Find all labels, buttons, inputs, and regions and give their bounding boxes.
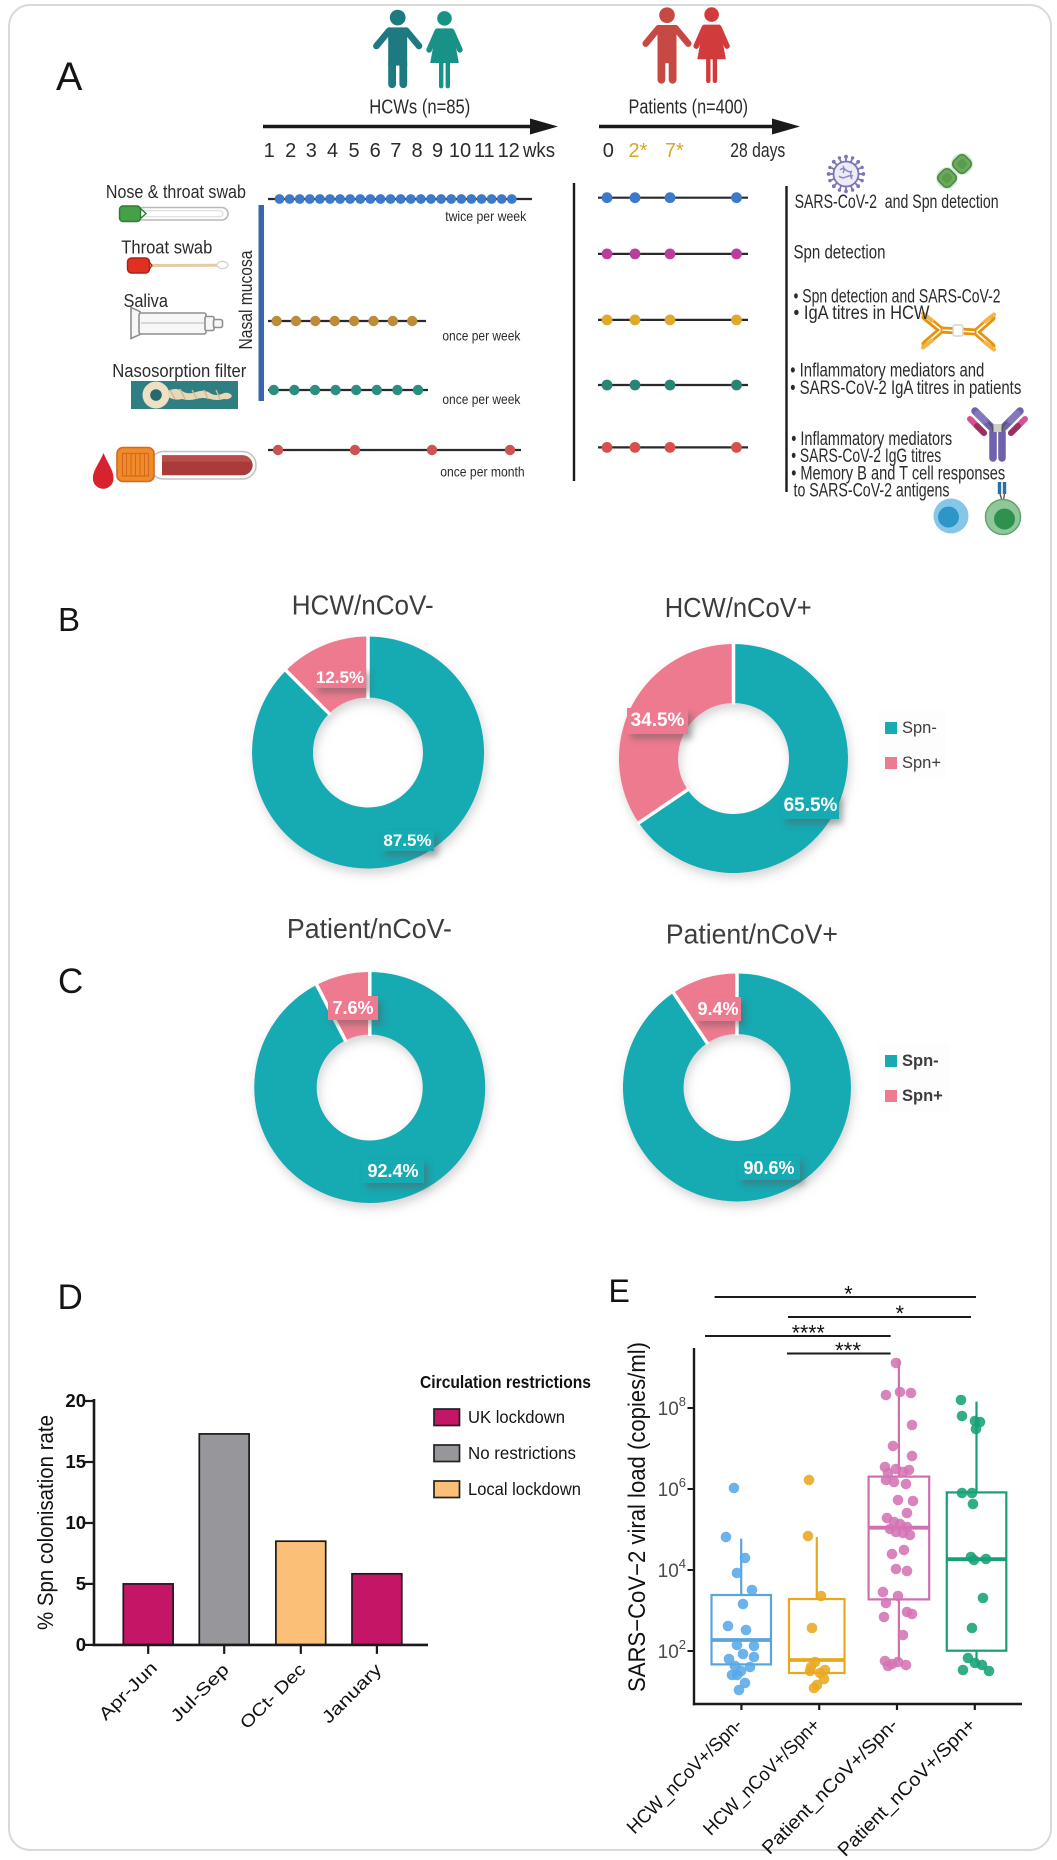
svg-text:UK lockdown: UK lockdown bbox=[468, 1407, 565, 1427]
svg-text:Jul-Sep: Jul-Sep bbox=[166, 1659, 232, 1725]
svg-text:12: 12 bbox=[498, 140, 520, 162]
svg-text:28 days: 28 days bbox=[730, 140, 785, 162]
svg-text:SARS-CoV-2 and Spn detection: SARS-CoV-2 and Spn detection bbox=[795, 192, 999, 213]
svg-text:• SARS-CoV-2 IgA titres in pat: • SARS-CoV-2 IgA titres in patients bbox=[790, 378, 1021, 399]
svg-text:102: 102 bbox=[658, 1637, 686, 1663]
svg-text:Patient/nCoV+: Patient/nCoV+ bbox=[666, 918, 838, 949]
svg-text:once per week: once per week bbox=[442, 392, 520, 407]
svg-text:Spn detection: Spn detection bbox=[794, 243, 886, 264]
svg-text:0: 0 bbox=[603, 140, 614, 162]
svg-text:5: 5 bbox=[76, 1573, 86, 1594]
svg-text:*: * bbox=[896, 1301, 905, 1326]
svg-text:****: **** bbox=[792, 1321, 825, 1346]
svg-text:• Spn detection and SARS-CoV-2: • Spn detection and SARS-CoV-2 bbox=[794, 286, 1001, 307]
svg-text:106: 106 bbox=[658, 1475, 686, 1501]
svg-text:10: 10 bbox=[65, 1512, 86, 1533]
svg-text:10: 10 bbox=[449, 140, 471, 162]
svg-text:4: 4 bbox=[327, 140, 338, 162]
svg-text:Apr-Jun: Apr-Jun bbox=[95, 1658, 161, 1724]
svg-text:5: 5 bbox=[348, 140, 359, 162]
svg-text:*: * bbox=[844, 1282, 853, 1307]
svg-text:7: 7 bbox=[390, 140, 401, 162]
svg-text:twice per week: twice per week bbox=[445, 209, 526, 224]
svg-text:6: 6 bbox=[370, 140, 381, 162]
svg-text:0: 0 bbox=[76, 1634, 86, 1655]
svg-text:wks: wks bbox=[522, 140, 555, 162]
svg-text:• IgA titres in HCW: • IgA titres in HCW bbox=[794, 303, 930, 324]
svg-text:No restrictions: No restrictions bbox=[468, 1443, 576, 1463]
svg-text:once per week: once per week bbox=[442, 328, 520, 343]
svg-text:• Inflammatory mediators and: • Inflammatory mediators and bbox=[790, 361, 984, 382]
svg-text:Patients (n=400): Patients (n=400) bbox=[629, 96, 749, 118]
svg-text:Throat swab: Throat swab bbox=[121, 237, 212, 258]
svg-text:Patient_nCoV+/Spn+: Patient_nCoV+/Spn+ bbox=[834, 1715, 980, 1860]
svg-text:Saliva: Saliva bbox=[123, 290, 168, 311]
svg-text:SARS−CoV−2 viral load (copies/: SARS−CoV−2 viral load (copies/ml) bbox=[624, 1342, 651, 1692]
svg-text:to SARS-CoV-2 antigens: to SARS-CoV-2 antigens bbox=[794, 480, 950, 501]
svg-text:11: 11 bbox=[474, 140, 495, 162]
svg-text:108: 108 bbox=[658, 1394, 686, 1420]
svg-text:Patient_nCoV+/Spn-: Patient_nCoV+/Spn- bbox=[758, 1715, 902, 1859]
svg-text:Nasal mucosa: Nasal mucosa bbox=[235, 250, 256, 350]
svg-text:1: 1 bbox=[264, 140, 275, 162]
svg-text:2: 2 bbox=[285, 140, 296, 162]
svg-text:HCW/nCoV-: HCW/nCoV- bbox=[292, 590, 434, 621]
svg-text:• SARS-CoV-2 IgG titres: • SARS-CoV-2 IgG titres bbox=[791, 446, 941, 467]
svg-text:Nasosorption filter: Nasosorption filter bbox=[112, 360, 246, 381]
svg-text:Nose & throat swab: Nose & throat swab bbox=[106, 181, 246, 202]
svg-text:7*: 7* bbox=[665, 140, 684, 162]
svg-text:% Spn colonisation rate: % Spn colonisation rate bbox=[33, 1415, 58, 1630]
svg-text:8: 8 bbox=[411, 140, 422, 162]
svg-text:HCW/nCoV+: HCW/nCoV+ bbox=[665, 592, 812, 623]
svg-text:Local lockdown: Local lockdown bbox=[468, 1479, 581, 1499]
svg-text:15: 15 bbox=[65, 1451, 86, 1472]
svg-text:OCt- Dec: OCt- Dec bbox=[236, 1659, 310, 1733]
svg-text:• Inflammatory mediators: • Inflammatory mediators bbox=[791, 429, 952, 450]
svg-text:***: *** bbox=[835, 1338, 861, 1363]
svg-text:2*: 2* bbox=[629, 140, 648, 162]
svg-text:HCWs (n=85): HCWs (n=85) bbox=[369, 96, 470, 118]
svg-text:once per month: once per month bbox=[440, 464, 525, 479]
svg-text:• Memory B and T cell response: • Memory B and T cell responses bbox=[791, 463, 1005, 484]
svg-text:January: January bbox=[318, 1659, 386, 1727]
svg-text:Circulation restrictions: Circulation restrictions bbox=[420, 1372, 591, 1392]
svg-text:Patient/nCoV-: Patient/nCoV- bbox=[287, 913, 452, 944]
svg-text:9: 9 bbox=[432, 140, 443, 162]
svg-text:104: 104 bbox=[658, 1556, 686, 1582]
svg-text:20: 20 bbox=[65, 1390, 86, 1411]
svg-text:3: 3 bbox=[306, 140, 317, 162]
